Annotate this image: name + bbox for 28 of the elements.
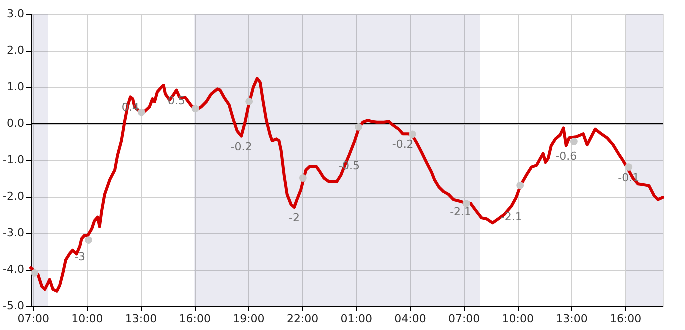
y-tick-label: 1.0 [7,80,24,94]
x-tick-label: 04:00 [394,312,426,326]
x-tick-label: 07:00 [448,312,480,326]
x-tick-label: 22:00 [286,312,319,326]
annotation: -3 [74,250,86,264]
y-tick-label: -1.0 [3,154,24,166]
y-tick-label: -2.0 [3,190,24,203]
annotation: -0.6 [556,150,578,163]
y-tick-label: 2.0 [7,44,24,57]
annotation: -0.2 [392,138,414,152]
x-tick-label: 07:00 [18,312,50,326]
x-tick-label: 16:00 [610,312,642,326]
x-tick-label: 16:00 [179,312,211,326]
y-tick-label: 3.0 [7,8,24,20]
y-tick-label: -3.0 [3,226,24,240]
annotation: -2.1 [500,210,522,224]
x-tick-label: 19:00 [233,312,265,326]
x-tick-label: 01:00 [340,312,372,326]
y-tick-label: -4.0 [3,263,24,276]
x-tick-label: 13:00 [556,312,588,326]
annotation: -2 [289,211,300,224]
y-tick-label: 0.0 [7,117,24,130]
x-tick-label: 10:00 [72,312,104,326]
x-tick-label: 10:00 [502,312,534,326]
annotation: -0.2 [230,140,252,154]
annotation: -2.1 [450,206,472,219]
x-tick-label: 13:00 [125,312,158,326]
y-tick-label: -5.0 [3,300,24,312]
